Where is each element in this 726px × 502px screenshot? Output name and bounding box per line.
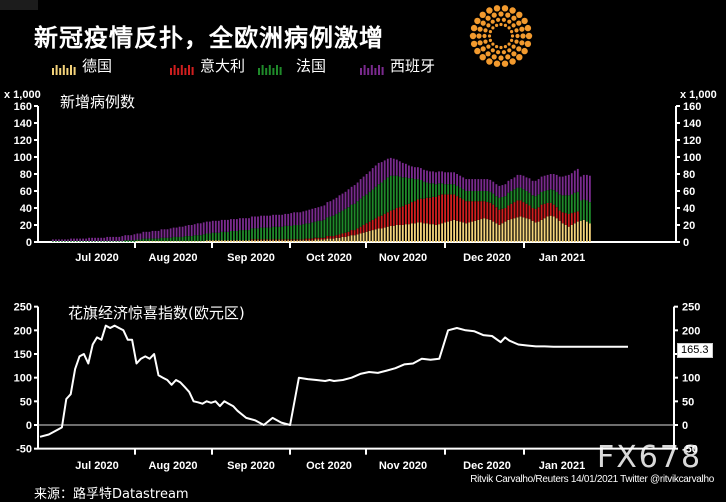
legend-label: 西班牙 [390, 57, 436, 75]
svg-text:Aug 2020: Aug 2020 [149, 460, 198, 472]
svg-text:100: 100 [14, 373, 32, 385]
svg-text:Jan 2021: Jan 2021 [539, 252, 585, 264]
svg-text:0: 0 [683, 237, 689, 249]
svg-text:120: 120 [683, 135, 701, 147]
svg-text:Oct 2020: Oct 2020 [306, 252, 352, 264]
svg-text:0: 0 [26, 237, 32, 249]
legend-label: 德国 [82, 57, 113, 75]
svg-text:40: 40 [20, 203, 32, 215]
svg-text:-50: -50 [682, 444, 698, 456]
svg-text:0: 0 [26, 420, 32, 432]
line-chart-subtitle: 花旗经济惊喜指数(欧元区) [68, 304, 245, 322]
svg-text:160: 160 [683, 101, 701, 113]
svg-text:20: 20 [20, 220, 32, 232]
legend-label: 法国 [296, 57, 327, 75]
legend-swatch-germany-icon [52, 61, 78, 75]
credit-text: Ritvik Carvalho/Reuters 14/01/2021 Twitt… [470, 474, 714, 485]
svg-text:200: 200 [682, 325, 700, 337]
bar-chart-subtitle: 新增病例数 [60, 93, 136, 111]
svg-text:Dec 2020: Dec 2020 [463, 252, 511, 264]
svg-text:Oct 2020: Oct 2020 [306, 460, 352, 472]
window-corner [0, 0, 38, 10]
svg-text:120: 120 [14, 135, 32, 147]
svg-text:80: 80 [683, 169, 695, 181]
svg-text:60: 60 [683, 186, 695, 198]
svg-text:Jan 2021: Jan 2021 [539, 460, 585, 472]
svg-text:140: 140 [14, 118, 32, 130]
legend-swatch-spain-icon [360, 61, 386, 75]
legend-item-spain: 西班牙 [360, 55, 435, 76]
svg-text:-50: -50 [16, 444, 32, 456]
svg-text:80: 80 [20, 169, 32, 181]
last-value-label: 165.3 [677, 343, 713, 358]
legend-item-germany: 德国 [52, 55, 112, 76]
svg-text:Dec 2020: Dec 2020 [463, 460, 511, 472]
svg-text:20: 20 [683, 220, 695, 232]
legend-item-france: 法国 [258, 55, 326, 76]
svg-text:50: 50 [20, 396, 32, 408]
svg-text:60: 60 [20, 186, 32, 198]
watermark: FX678 [597, 440, 703, 475]
svg-text:50: 50 [682, 396, 694, 408]
svg-text:Aug 2020: Aug 2020 [149, 252, 198, 264]
svg-text:140: 140 [683, 118, 701, 130]
svg-text:250: 250 [14, 302, 32, 314]
legend-item-italy: 意大利 [170, 55, 245, 76]
svg-text:x 1,000: x 1,000 [4, 89, 41, 101]
svg-text:100: 100 [682, 373, 700, 385]
svg-text:40: 40 [683, 203, 695, 215]
svg-text:100: 100 [683, 152, 701, 164]
svg-text:Sep 2020: Sep 2020 [227, 460, 275, 472]
svg-text:0: 0 [682, 420, 688, 432]
svg-text:150: 150 [14, 349, 32, 361]
svg-text:160: 160 [14, 101, 32, 113]
chart-title: 新冠疫情反扑，全欧洲病例激增 [34, 24, 384, 52]
svg-text:Sep 2020: Sep 2020 [227, 252, 275, 264]
svg-text:Jul 2020: Jul 2020 [75, 252, 118, 264]
svg-text:Nov 2020: Nov 2020 [379, 252, 427, 264]
legend-label: 意大利 [200, 57, 246, 75]
svg-text:200: 200 [14, 325, 32, 337]
svg-text:Jul 2020: Jul 2020 [75, 460, 118, 472]
svg-text:x 1,000: x 1,000 [680, 89, 717, 101]
svg-text:100: 100 [14, 152, 32, 164]
svg-text:Nov 2020: Nov 2020 [379, 460, 427, 472]
svg-text:250: 250 [682, 302, 700, 314]
legend-swatch-italy-icon [170, 61, 196, 75]
legend-swatch-france-icon [258, 61, 284, 75]
